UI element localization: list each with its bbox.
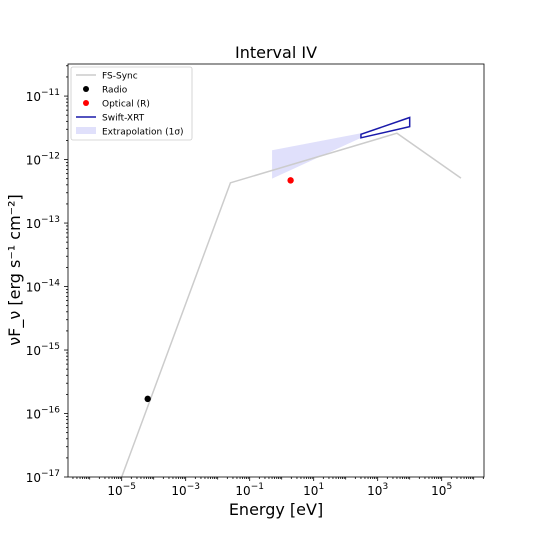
legend-label-fs-sync: FS-Sync — [102, 72, 138, 82]
legend-label-radio: Radio — [102, 86, 128, 96]
axes-frame — [67, 63, 485, 478]
legend-swatch-optical — [83, 100, 89, 106]
point-optical-r-0 — [287, 177, 294, 184]
x-axis-label: Energy [eV] — [229, 500, 323, 519]
legend-label-swift-xrt: Swift-XRT — [102, 114, 145, 124]
legend-box — [70, 66, 193, 141]
chart-title: Interval IV — [235, 43, 317, 62]
legend: FS-Sync Radio Optical (R) Swift-XRT Extr… — [70, 66, 193, 141]
legend-label-optical: Optical (R) — [102, 100, 150, 110]
legend-label-extrapolation: Extrapolation (1σ) — [102, 128, 184, 138]
band-extrapolation-1 — [272, 133, 361, 179]
outline-swift-xrt — [360, 116, 411, 139]
plot-area — [120, 116, 462, 477]
legend-swatch-extrapolation — [76, 127, 96, 134]
line-fs-sync — [120, 132, 462, 477]
point-radio-0 — [144, 395, 151, 403]
legend-swatch-radio — [83, 86, 89, 92]
y-axis-label: νF_ν [erg s⁻¹ cm⁻²] — [5, 194, 25, 346]
x-axis-ticks: 10−5 10−3 10−1 101 103 105 — [72, 477, 484, 498]
